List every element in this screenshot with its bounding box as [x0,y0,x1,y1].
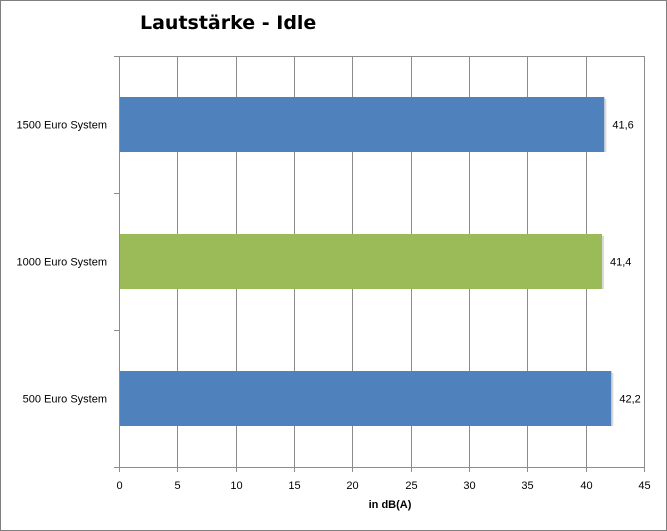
labels: 0 5 10 15 20 25 30 35 40 45 1500 Euro System 41,6 10… [17,120,651,493]
x-tick-label: 15 [288,480,300,492]
chart-title: Lautstärke - Idle [140,12,317,34]
data-label: 41,4 [610,257,631,269]
x-tick-label: 0 [116,480,122,492]
x-tick-label: 45 [638,480,650,492]
x-tick-label: 20 [346,480,358,492]
bar-1500-euro-system [120,97,605,152]
x-tick-label: 40 [580,480,592,492]
bar-shadow [604,99,607,152]
data-label: 41,6 [612,120,633,132]
data-label: 42,2 [619,394,640,406]
x-tick-label: 25 [405,480,417,492]
bar-1000-euro-system [120,234,602,289]
x-tick-label: 10 [230,480,242,492]
x-axis-title: in dB(A) [369,499,412,511]
bars [120,97,614,426]
category-label: 1000 Euro System [17,257,108,269]
x-tick-label: 30 [463,480,475,492]
x-tick-label: 35 [521,480,533,492]
bar-shadow [611,373,614,426]
category-label: 1500 Euro System [17,120,108,132]
axes [114,56,645,472]
bar-500-euro-system [120,371,612,426]
x-tick-label: 5 [174,480,180,492]
category-label: 500 Euro System [23,394,107,406]
bar-shadow [602,236,604,289]
